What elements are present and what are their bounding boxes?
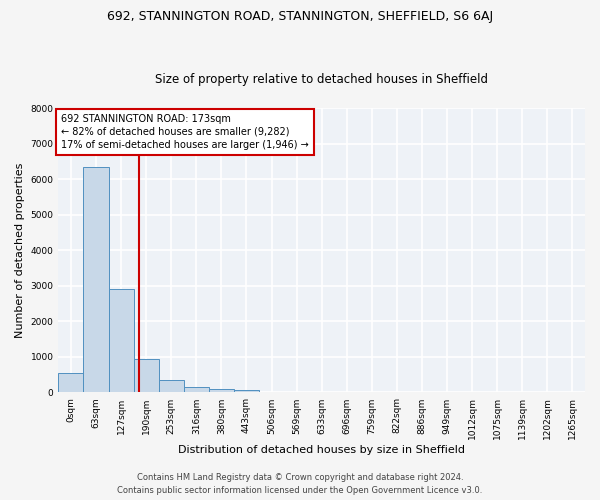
Text: Contains HM Land Registry data © Crown copyright and database right 2024.
Contai: Contains HM Land Registry data © Crown c… [118,474,482,495]
Bar [83,166,109,392]
Bar [134,358,159,392]
Bar [159,380,184,392]
Text: 692, STANNINGTON ROAD, STANNINGTON, SHEFFIELD, S6 6AJ: 692, STANNINGTON ROAD, STANNINGTON, SHEF… [107,10,493,23]
Bar [109,290,134,393]
Bar [234,390,259,392]
Bar [184,387,209,392]
Bar [58,373,83,392]
Text: 692 STANNINGTON ROAD: 173sqm
← 82% of detached houses are smaller (9,282)
17% of: 692 STANNINGTON ROAD: 173sqm ← 82% of de… [61,114,309,150]
Bar [209,389,234,392]
Title: Size of property relative to detached houses in Sheffield: Size of property relative to detached ho… [155,73,488,86]
Y-axis label: Number of detached properties: Number of detached properties [15,162,25,338]
X-axis label: Distribution of detached houses by size in Sheffield: Distribution of detached houses by size … [178,445,465,455]
